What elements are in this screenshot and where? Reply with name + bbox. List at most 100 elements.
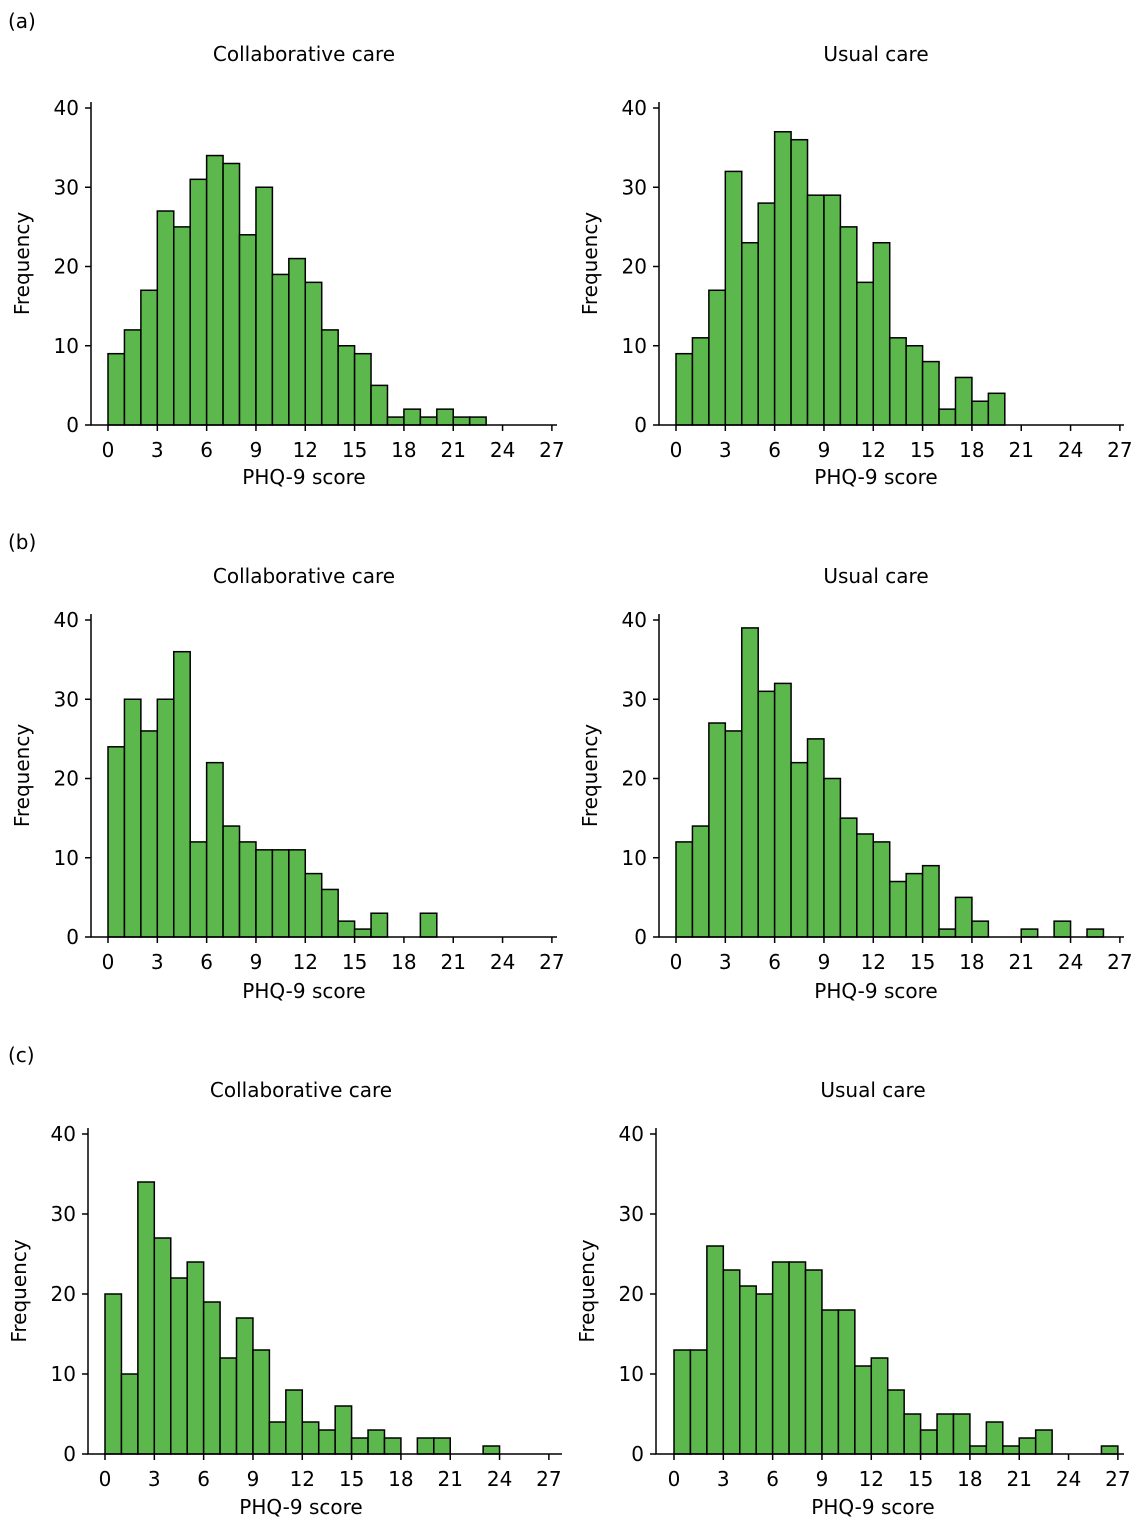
histogram-bar	[788, 1261, 807, 1455]
x-tick-label: 0	[670, 950, 683, 974]
y-tick-label: 0	[631, 1442, 644, 1466]
x-tick-label: 9	[816, 1467, 829, 1491]
x-tick-label: 0	[668, 1467, 681, 1491]
histogram-bar	[888, 337, 907, 426]
histogram-bar	[938, 408, 957, 426]
chart-title: Usual care	[820, 1078, 925, 1102]
chart-title: Collaborative care	[210, 1078, 392, 1102]
y-axis-label: Frequency	[10, 724, 34, 827]
histogram-bar	[367, 1429, 386, 1455]
x-axis-label: PHQ-9 score	[811, 1495, 934, 1517]
x-tick-label: 21	[1006, 1467, 1031, 1491]
x-tick-label: 21	[1008, 950, 1033, 974]
x-axis-label: PHQ-9 score	[239, 1495, 362, 1517]
histogram-bar	[370, 384, 389, 426]
histogram-bar	[353, 352, 372, 426]
histogram-bar	[173, 650, 191, 938]
histogram-bar	[691, 825, 710, 938]
panel-label: (b)	[8, 530, 36, 554]
histogram-bar	[886, 1389, 905, 1455]
histogram-bar	[919, 1429, 938, 1455]
histogram-bar	[285, 1389, 304, 1455]
histogram-bar	[337, 920, 356, 938]
histogram-bar	[238, 234, 257, 426]
histogram-bar	[905, 345, 924, 426]
y-tick-label: 30	[622, 687, 647, 711]
x-tick-label: 12	[861, 950, 886, 974]
histogram-bar	[969, 1445, 988, 1455]
histogram-bar	[320, 329, 339, 426]
histogram-chart: Collaborative care 0 10 20 30 40 0 3 6 9 12 15 18 21 2…	[7, 1078, 562, 1517]
histogram-bar	[724, 170, 743, 426]
histogram-bar	[337, 345, 356, 426]
histogram-bar	[304, 872, 323, 938]
histogram-bar	[1053, 920, 1072, 938]
histogram-bar	[140, 289, 159, 426]
chart-title: Usual care	[823, 42, 928, 66]
histogram-bar	[971, 920, 990, 938]
histogram-bar	[806, 194, 825, 426]
y-tick-label: 0	[63, 1442, 76, 1466]
chart-title: Usual care	[823, 564, 928, 588]
histogram-bar	[383, 1437, 402, 1455]
histogram-bar	[757, 202, 776, 426]
x-tick-label: 3	[719, 438, 732, 462]
histogram-bar	[271, 273, 290, 426]
x-tick-label: 15	[910, 438, 935, 462]
histogram-bar	[952, 1413, 971, 1455]
histogram-bar	[419, 416, 438, 426]
histogram-chart: Usual care 0 10 20 30 40 0 3 6 9 12 15 18 21 24 27 PHQ-9…	[578, 564, 1133, 1003]
x-tick-label: 12	[293, 950, 318, 974]
histogram-bar	[888, 880, 907, 938]
histogram-bar	[219, 1357, 238, 1455]
x-tick-label: 6	[200, 950, 213, 974]
histogram-bar	[189, 178, 208, 426]
histogram-bar	[202, 1301, 221, 1455]
y-tick-label: 10	[51, 1362, 76, 1386]
x-tick-label: 3	[151, 438, 164, 462]
y-tick-label: 20	[54, 255, 79, 279]
x-tick-label: 0	[670, 438, 683, 462]
x-tick-label: 12	[861, 438, 886, 462]
histogram-bar	[708, 289, 727, 426]
histogram-bar	[839, 226, 858, 426]
histogram-bar	[1034, 1429, 1053, 1455]
histogram-bar	[790, 761, 809, 938]
x-tick-label: 6	[200, 438, 213, 462]
x-tick-label: 27	[1107, 438, 1132, 462]
x-tick-label: 18	[959, 950, 984, 974]
histogram-bar	[921, 360, 940, 426]
histogram-bar	[140, 730, 159, 938]
histogram-bar	[722, 1269, 741, 1455]
x-tick-label: 15	[342, 950, 367, 974]
x-tick-label: 6	[768, 950, 781, 974]
x-tick-label: 9	[247, 1467, 260, 1491]
histogram-chart: Collaborative care 0 10 20 30 40 0 3 6 9 12 15 18 21 2…	[10, 564, 565, 1003]
y-tick-label: 20	[619, 1282, 644, 1306]
histogram-bar	[971, 400, 990, 426]
histogram-bar	[823, 194, 842, 426]
histogram-bar	[107, 746, 126, 938]
histogram-bar	[675, 352, 694, 426]
histogram-bar	[123, 329, 142, 426]
histogram-bar	[317, 1429, 336, 1455]
histogram-bar	[320, 888, 339, 938]
y-tick-label: 20	[622, 767, 647, 791]
chart-title: Collaborative care	[213, 564, 395, 588]
histogram-bar	[452, 416, 471, 426]
x-tick-label: 24	[1058, 438, 1083, 462]
x-tick-label: 0	[102, 438, 115, 462]
histogram-bar	[987, 392, 1006, 426]
histogram-bar	[189, 841, 208, 938]
x-tick-label: 24	[487, 1467, 512, 1491]
histogram-bar	[771, 1261, 790, 1455]
histogram-bar	[238, 841, 257, 938]
y-axis-label: Frequency	[578, 724, 602, 827]
histogram-bar	[173, 226, 191, 426]
histogram-bar	[790, 138, 809, 426]
histogram-bar	[205, 761, 224, 938]
y-axis-label: Frequency	[10, 212, 34, 315]
x-tick-label: 18	[388, 1467, 413, 1491]
y-tick-label: 30	[622, 175, 647, 199]
y-tick-label: 40	[54, 96, 79, 120]
